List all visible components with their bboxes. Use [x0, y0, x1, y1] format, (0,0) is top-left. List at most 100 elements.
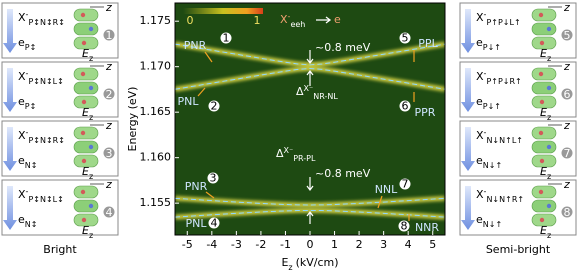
charge-dot	[539, 217, 545, 223]
initial-state: X-P↕N↕R↕	[18, 128, 65, 145]
gap-label-part: PR-PL	[293, 154, 316, 163]
x-tick-label: 4	[405, 238, 412, 251]
dot-layer	[73, 22, 99, 36]
y-axis-label: Energy (eV)	[126, 87, 139, 152]
marker-number: 6	[402, 100, 409, 113]
initial-state: X-P↕N↕L↕	[18, 69, 64, 86]
emission-arrow	[461, 68, 475, 112]
process-initial: X-eeh	[280, 12, 305, 29]
y-tick-label: 1.165	[140, 105, 172, 118]
charge-dot	[546, 203, 552, 209]
charge-dot	[80, 189, 86, 195]
field-label: Ez	[540, 106, 551, 122]
final-state: eP↓↑	[476, 36, 501, 52]
initial-state-part: X	[18, 70, 26, 83]
splitting-label: ~0.8 meV	[315, 41, 371, 54]
axis-name: z	[105, 1, 112, 14]
marker-circle	[398, 220, 410, 232]
x-tick-label: -3	[231, 238, 242, 251]
final-state-part: e	[476, 154, 483, 167]
split-arrow	[306, 177, 314, 191]
final-state-part: N↕	[25, 161, 38, 170]
charge-dot	[539, 40, 545, 46]
field-label-part: z	[89, 231, 93, 240]
initial-state-part: P↑P↓L↑	[486, 18, 520, 27]
field-label-part: E	[82, 47, 89, 60]
process-initial-part: X	[280, 13, 288, 26]
marker-circle	[399, 32, 411, 44]
initial-state-part: -	[26, 187, 29, 196]
initial-state: X-N↓N↑L↑	[476, 128, 523, 145]
panel-frame	[1, 120, 119, 177]
panel-number: 4	[106, 206, 113, 219]
final-state-part: e	[18, 154, 25, 167]
plot-area	[175, 41, 445, 220]
field-label: Ez	[540, 165, 551, 181]
panel-number: 3	[106, 147, 113, 160]
x-tick-label: -5	[182, 238, 193, 251]
initial-state-part: P↑P↓R↑	[486, 77, 521, 86]
line-label: PNR	[185, 180, 208, 193]
field-label-part: z	[547, 54, 551, 63]
field-label: Ez	[82, 106, 93, 122]
initial-state: X-P↑P↓L↑	[476, 10, 521, 27]
x-tick-label: -4	[206, 238, 217, 251]
field-label-part: E	[540, 165, 547, 178]
field-label-part: E	[540, 106, 547, 119]
field-label-part: z	[89, 113, 93, 122]
panel-number: 5	[564, 29, 571, 42]
marker-circle	[220, 32, 232, 44]
final-state-part: N↓↑	[483, 161, 502, 170]
emission-arrow	[461, 127, 475, 171]
dot-layer	[73, 140, 99, 154]
field-label: Ez	[540, 47, 551, 63]
panel-number-circle	[102, 28, 116, 42]
marker-number: 2	[211, 100, 218, 113]
final-state: eN↕	[18, 213, 37, 229]
field-label-part: E	[540, 224, 547, 237]
dot-layer	[73, 81, 99, 95]
line-fit	[175, 209, 445, 218]
x-axis-label-part: E	[281, 256, 288, 269]
panel-number: 1	[106, 29, 113, 42]
line-label: PNL	[186, 217, 208, 230]
dot-layer	[73, 67, 99, 81]
charge-dot	[80, 130, 86, 136]
final-state-part: e	[476, 95, 483, 108]
marker-circle	[399, 100, 411, 112]
final-state-part: N↓↑	[483, 220, 502, 229]
initial-state-part: -	[26, 10, 29, 19]
charge-dot	[546, 144, 552, 150]
marker-number: 8	[401, 220, 408, 233]
field-label: Ez	[540, 224, 551, 240]
gap-label: ΔX⁻PR-PL	[276, 146, 316, 163]
charge-dot	[81, 99, 87, 105]
gap-label-part: NR-NL	[313, 92, 338, 101]
final-state-part: e	[18, 213, 25, 226]
initial-state: X-P↕N↕L↕	[18, 187, 64, 204]
dot-layer	[531, 185, 557, 199]
axis-name: z	[563, 178, 570, 191]
caption: Bright	[43, 243, 77, 256]
x-tick-label: 0	[307, 238, 314, 251]
charge-dot	[546, 26, 552, 32]
dot-layer	[73, 199, 99, 213]
x-axis-label-part: z	[288, 263, 292, 272]
final-state-part: e	[18, 95, 25, 108]
panel-frame	[459, 2, 577, 59]
marker-circle	[399, 178, 411, 190]
line-label: PNR	[184, 39, 207, 52]
gap-label-part: Δ	[276, 147, 284, 160]
line-label: PNL	[178, 95, 200, 108]
emission-arrow	[3, 9, 17, 53]
final-state: eP↓↑	[476, 95, 501, 111]
charge-dot	[80, 71, 86, 77]
field-label: Ez	[82, 165, 93, 181]
dot-layer	[73, 126, 99, 140]
axis-name: z	[563, 119, 570, 132]
dot-layer	[73, 185, 99, 199]
panel-number: 7	[564, 147, 571, 160]
final-state: eN↓↑	[476, 213, 502, 229]
x-tick-label: 1	[331, 238, 338, 251]
marker-number: 4	[211, 217, 218, 230]
